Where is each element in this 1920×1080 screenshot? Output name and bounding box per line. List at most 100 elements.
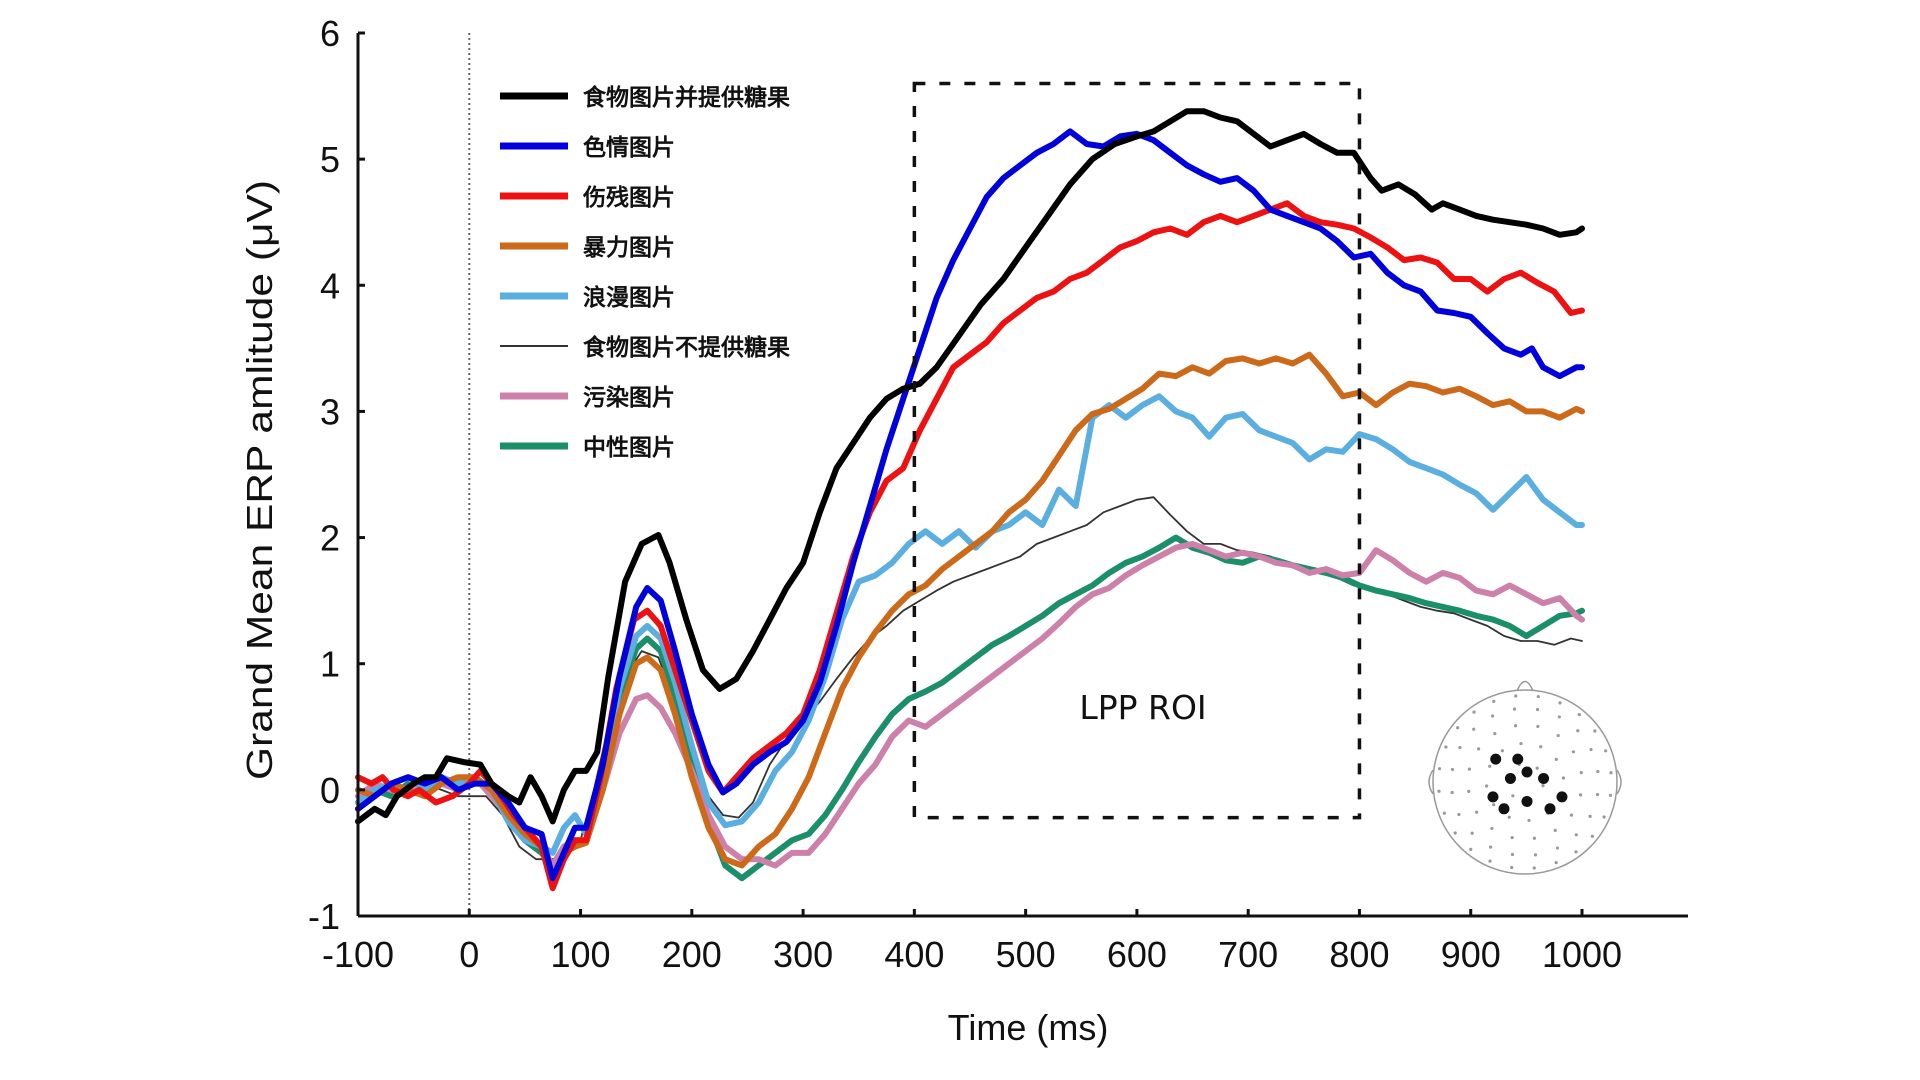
y-tick-label: 0 [320,770,340,811]
electrode [1561,776,1566,780]
roi-electrode [1490,753,1502,765]
x-tick-label: 500 [996,934,1056,975]
y-tick-label: 5 [320,139,340,180]
electrode [1484,784,1489,788]
electrode [1557,715,1561,719]
legend: 食物图片并提供糖果色情图片伤残图片暴力图片浪漫图片食物图片不提供糖果污染图片中性… [500,84,790,461]
legend-label: 色情图片 [583,134,675,161]
x-tick-label: 1000 [1542,934,1622,975]
electrode [1510,865,1514,870]
series-line-4 [355,393,1585,856]
electrode [1489,845,1493,849]
electrode [1553,828,1557,832]
electrode [1574,833,1578,837]
series-line-1 [355,128,1585,882]
electrode [1532,866,1536,870]
electrode [1536,724,1540,729]
left-ear [1428,769,1434,795]
electrode [1467,767,1472,771]
legend-label: 浪漫图片 [583,284,675,311]
y-tick-label: 3 [320,391,340,432]
y-tick-label: 2 [320,518,340,559]
electrode [1472,727,1476,731]
electrode [1593,729,1597,733]
electrode [1556,733,1560,738]
electrode [1490,714,1495,718]
electrode [1588,814,1592,818]
lpp-roi-label: LPP ROI [1079,688,1206,727]
electrode [1514,724,1518,728]
electrode [1453,831,1457,835]
electrode [1577,713,1581,717]
x-tick-label: 800 [1329,934,1389,975]
electrode [1555,846,1560,850]
legend-label: 食物图片并提供糖果 [583,84,790,111]
x-tick-label: 600 [1107,934,1167,975]
x-axis-title: Time (ms) [948,1007,1109,1048]
x-tick-label: 0 [459,934,479,975]
electrode [1554,861,1558,865]
y-tick-label: 1 [320,644,340,685]
electrode [1602,815,1606,819]
roi-electrode [1521,795,1533,807]
electrode [1558,701,1562,705]
electrode [1510,835,1514,840]
electrode [1589,747,1593,752]
roi-electrode [1538,772,1550,784]
electrode [1511,794,1515,798]
roi-electrode [1504,772,1516,784]
right-ear [1616,769,1622,795]
electrode [1535,766,1539,770]
y-ticks: -1 0 1 2 3 4 5 6 [308,13,365,937]
electrode [1507,815,1511,819]
electrode [1457,812,1461,817]
roi-electrode [1544,803,1556,815]
x-tick-label: 200 [662,934,722,975]
nose [1516,680,1534,692]
electrode [1488,859,1492,863]
electrode [1437,767,1442,771]
electrode [1472,710,1476,714]
x-tick-label: 300 [773,934,833,975]
electrode [1493,732,1497,736]
x-tick-label: 900 [1441,934,1501,975]
electrode [1574,850,1578,854]
y-tick-label: 4 [320,265,340,306]
electrode [1467,789,1471,793]
electrode [1512,707,1517,711]
electrode [1609,771,1613,775]
electrode [1458,746,1462,750]
electrode [1444,745,1448,749]
y-axis-title: Grand Mean ERP amlitude (μV) [239,180,280,780]
electrode [1535,707,1540,712]
series-line-7 [355,534,1585,882]
electrode [1604,749,1608,753]
electrode [1541,784,1545,788]
roi-electrode [1521,766,1533,778]
electrode [1476,747,1481,751]
legend-label: 食物图片不提供糖果 [583,334,790,361]
roi-electrode [1556,791,1568,803]
x-ticks: -100 0 100 200 300 400 500 600 700 800 900 1000 [322,909,1622,975]
electrode [1450,767,1455,772]
electrode [1442,811,1446,815]
lpp-roi-box [912,81,1362,820]
series-line-0 [355,108,1585,825]
electrode [1475,810,1479,814]
x-tick-label: 100 [551,934,611,975]
electrode [1532,836,1536,840]
electrode [1539,745,1543,749]
electrode [1492,699,1496,703]
electrode [1488,764,1492,768]
electrode [1578,793,1583,797]
series-line-2 [355,200,1585,892]
head-outline [1432,689,1618,875]
x-tick-label: -100 [322,934,394,975]
electrode [1470,831,1474,835]
electrode [1536,694,1540,699]
electrode [1450,790,1454,795]
electrode [1569,813,1574,817]
legend-label: 伤残图片 [582,184,675,211]
electrode [1456,726,1460,730]
electrode [1579,771,1583,775]
